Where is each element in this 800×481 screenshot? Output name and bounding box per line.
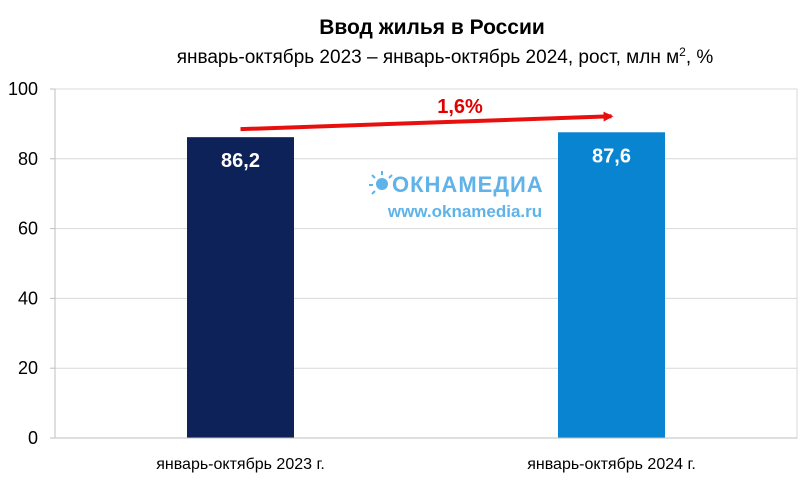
growth-label: 1,6% [437, 96, 483, 118]
growth-annotation: 1,6% [240, 96, 614, 132]
x-axis: январь-октябрь 2023 г. январь-октябрь 202… [55, 437, 797, 473]
growth-arrow [240, 111, 614, 132]
chart-subtitle-sup: 2 [679, 45, 686, 59]
plot-area-border [54, 88, 798, 439]
data-labels: 86,2 87,6 [221, 145, 631, 172]
y-tick-label: 60 [18, 219, 38, 239]
y-axis: 0 20 40 60 80 100 [8, 79, 56, 448]
chart-subtitle-main: январь-октябрь 2023 – январь-октябрь 202… [177, 47, 679, 68]
chart-subtitle: январь-октябрь 2023 – январь-октябрь 202… [177, 45, 714, 68]
gridlines [54, 88, 798, 439]
watermark-logo: ОКНАМЕДИА [392, 172, 544, 197]
y-tick-label: 0 [28, 428, 38, 448]
data-label: 86,2 [221, 150, 260, 172]
sun-logo-icon [369, 171, 393, 195]
chart-subtitle-suffix: , % [686, 47, 714, 68]
y-tick-label: 80 [18, 149, 38, 169]
chart-title: Ввод жилья в России [319, 16, 545, 39]
data-label: 87,6 [592, 145, 631, 167]
y-tick-label: 40 [18, 288, 38, 308]
watermark: ОКНАМЕДИА www.oknamedia.ru [369, 171, 544, 221]
x-tick-label: январь-октябрь 2023 г. [156, 456, 325, 473]
bar [187, 137, 294, 439]
watermark-url: www.oknamedia.ru [387, 202, 542, 221]
x-tick-label: январь-октябрь 2024 г. [527, 456, 696, 473]
bars [187, 132, 665, 439]
y-tick-label: 100 [8, 79, 38, 99]
bar [558, 132, 665, 438]
y-tick-label: 20 [18, 358, 38, 378]
